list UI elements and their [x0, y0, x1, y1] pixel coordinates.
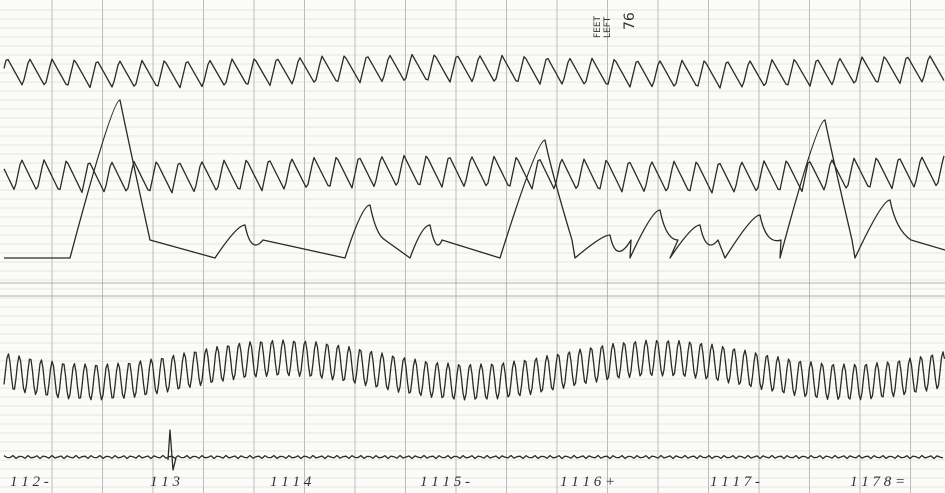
- event-spike: [167, 429, 177, 471]
- time-marker: 1 1 2 -: [10, 474, 49, 490]
- stamp-line: LEFT: [603, 16, 613, 38]
- event-trace: [3, 454, 944, 460]
- pulse-trace-upper: [3, 53, 945, 89]
- pulse-trace-lower: [3, 154, 945, 194]
- time-markers: 1 1 2 - 1 1 3 1 1 1 4 1 1 1 5 - 1 1 1 6 + 1 1…: [10, 474, 905, 490]
- time-marker: 1 1 1 4: [270, 474, 312, 490]
- time-marker: 1 1 1 5 -: [420, 474, 470, 490]
- time-marker: 1 1 3: [150, 474, 180, 490]
- stamp: FEET LEFT: [593, 15, 613, 38]
- page-number: 76: [622, 12, 638, 30]
- time-marker: 1 1 1 7 -: [710, 474, 760, 490]
- respiration-trace: [4, 99, 945, 259]
- traces: [3, 53, 945, 471]
- pressure-trace: [3, 339, 945, 401]
- stamp-line: FEET: [593, 15, 603, 38]
- time-marker: 1 1 7 8 =: [850, 474, 905, 490]
- time-marker: 1 1 1 6 +: [560, 474, 615, 490]
